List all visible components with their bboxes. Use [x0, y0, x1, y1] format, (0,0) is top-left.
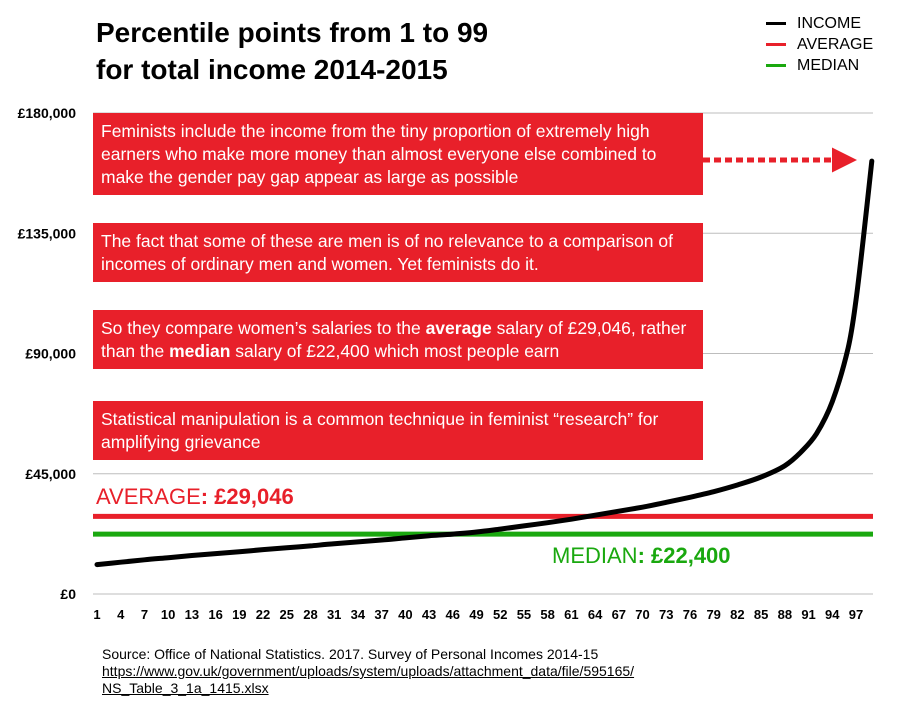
chart-title-line-1: Percentile points from 1 to 99 [96, 17, 489, 48]
median-label-prefix: MEDIAN [552, 543, 638, 568]
annotation-box-1: Feminists include the income from the ti… [93, 113, 703, 195]
series-layer [94, 158, 875, 568]
chart-title-line-2: for total income 2014-2015 [96, 54, 448, 85]
average-label-value: : £29,046 [200, 484, 294, 509]
chart-legend: INCOME AVERAGE MEDIAN [766, 13, 873, 76]
x-tick-label-25: 76 [683, 607, 697, 622]
y-tick-label-2: £90,000 [25, 346, 76, 362]
annotation-3-part-3: salary of £22,400 which most people earn [230, 341, 560, 361]
series-line-income [94, 158, 875, 568]
x-tick-label-17: 52 [493, 607, 507, 622]
x-tick-label-10: 31 [327, 607, 341, 622]
x-axis-ticks: 1 4 7 10 13 16 19 22 25 28 31 34 37 40 43 46 49 52 55 58 61 6… [93, 607, 863, 622]
legend-label-median: MEDIAN [797, 57, 860, 74]
y-tick-label-1: £45,000 [25, 466, 76, 482]
annotation-box-2: The fact that some of these are men is o… [93, 223, 703, 282]
legend-label-average: AVERAGE [797, 36, 874, 53]
x-tick-label-27: 82 [730, 607, 744, 622]
x-tick-label-32: 97 [849, 607, 863, 622]
y-tick-label-3: £135,000 [18, 225, 77, 241]
x-tick-label-30: 91 [801, 607, 815, 622]
median-label-value: : £22,400 [637, 543, 731, 568]
x-tick-label-18: 55 [517, 607, 531, 622]
x-tick-label-26: 79 [706, 607, 720, 622]
x-tick-label-0: 1 [93, 607, 100, 622]
x-tick-label-19: 58 [540, 607, 554, 622]
x-tick-label-31: 94 [825, 607, 840, 622]
legend-label-income: INCOME [797, 15, 861, 32]
source-link-line-1[interactable]: https://www.gov.uk/government/uploads/sy… [102, 663, 635, 679]
annotation-3-part-1: So they compare women’s salaries to the [101, 318, 426, 338]
source-text: Source: Office of National Statistics. 2… [102, 646, 599, 662]
x-tick-label-24: 73 [659, 607, 673, 622]
average-value-label: AVERAGE: £29,046 [96, 484, 294, 510]
x-tick-label-16: 49 [469, 607, 483, 622]
x-tick-label-2: 7 [141, 607, 148, 622]
median-value-label: MEDIAN: £22,400 [552, 543, 731, 569]
chart-title: Percentile points from 1 to 99 for total… [96, 14, 616, 88]
source-link-line-2[interactable]: NS_Table_3_1a_1415.xlsx [102, 680, 269, 696]
x-tick-label-13: 40 [398, 607, 412, 622]
source-citation: Source: Office of National Statistics. 2… [102, 646, 634, 697]
x-tick-label-29: 88 [778, 607, 792, 622]
annotation-box-3: So they compare women’s salaries to the … [93, 310, 703, 369]
reference-lines [93, 513, 873, 537]
y-tick-label-4: £180,000 [18, 105, 77, 121]
x-tick-label-12: 37 [374, 607, 388, 622]
annotation-3-bold-average: average [425, 318, 492, 338]
legend-swatch-median [766, 64, 786, 67]
y-axis-ticks: £0 £45,000 £90,000 £135,000 £180,000 [18, 105, 77, 602]
y-tick-label-0: £0 [60, 586, 76, 602]
x-tick-label-22: 67 [612, 607, 626, 622]
x-tick-label-1: 4 [117, 607, 125, 622]
legend-item-median: MEDIAN [766, 55, 873, 76]
legend-item-average: AVERAGE [766, 34, 873, 55]
legend-swatch-average [766, 43, 786, 46]
annotation-3-part-2: salary of £29,046, rather than the [101, 318, 687, 361]
x-tick-label-6: 19 [232, 607, 246, 622]
annotation-text-4: Statistical manipulation is a common tec… [101, 409, 659, 452]
x-tick-label-11: 34 [351, 607, 366, 622]
x-tick-label-28: 85 [754, 607, 768, 622]
x-tick-label-4: 13 [185, 607, 199, 622]
annotation-box-4: Statistical manipulation is a common tec… [93, 401, 703, 460]
annotation-text-2: The fact that some of these are men is o… [101, 231, 673, 274]
x-tick-label-14: 43 [422, 607, 436, 622]
x-tick-label-5: 16 [208, 607, 222, 622]
x-tick-label-21: 64 [588, 607, 603, 622]
x-tick-label-8: 25 [280, 607, 294, 622]
x-tick-label-9: 28 [303, 607, 317, 622]
x-tick-label-23: 70 [635, 607, 649, 622]
annotation-text-1: Feminists include the income from the ti… [101, 121, 657, 187]
legend-swatch-income [766, 22, 786, 25]
x-tick-label-15: 46 [446, 607, 460, 622]
legend-item-income: INCOME [766, 13, 873, 34]
x-tick-label-3: 10 [161, 607, 175, 622]
x-tick-label-7: 22 [256, 607, 270, 622]
annotation-3-bold-median: median [169, 341, 231, 361]
x-tick-label-20: 61 [564, 607, 578, 622]
average-label-prefix: AVERAGE [96, 484, 201, 509]
